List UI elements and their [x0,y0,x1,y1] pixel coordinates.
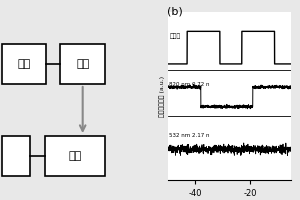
Text: 触发光: 触发光 [169,33,181,39]
Bar [2,136,30,176]
Text: 生器: 生器 [17,59,31,69]
Text: 器件: 器件 [68,151,81,161]
Text: 光源: 光源 [76,59,89,69]
Text: 820 nm 0.72 n: 820 nm 0.72 n [169,82,210,87]
Text: (b): (b) [167,6,182,16]
Y-axis label: 归一化的信号 (a.u.): 归一化的信号 (a.u.) [160,75,165,117]
Bar [44,136,105,176]
Bar [2,44,46,84]
Text: 532 nm 2.17 n: 532 nm 2.17 n [169,133,210,138]
Bar [60,44,105,84]
